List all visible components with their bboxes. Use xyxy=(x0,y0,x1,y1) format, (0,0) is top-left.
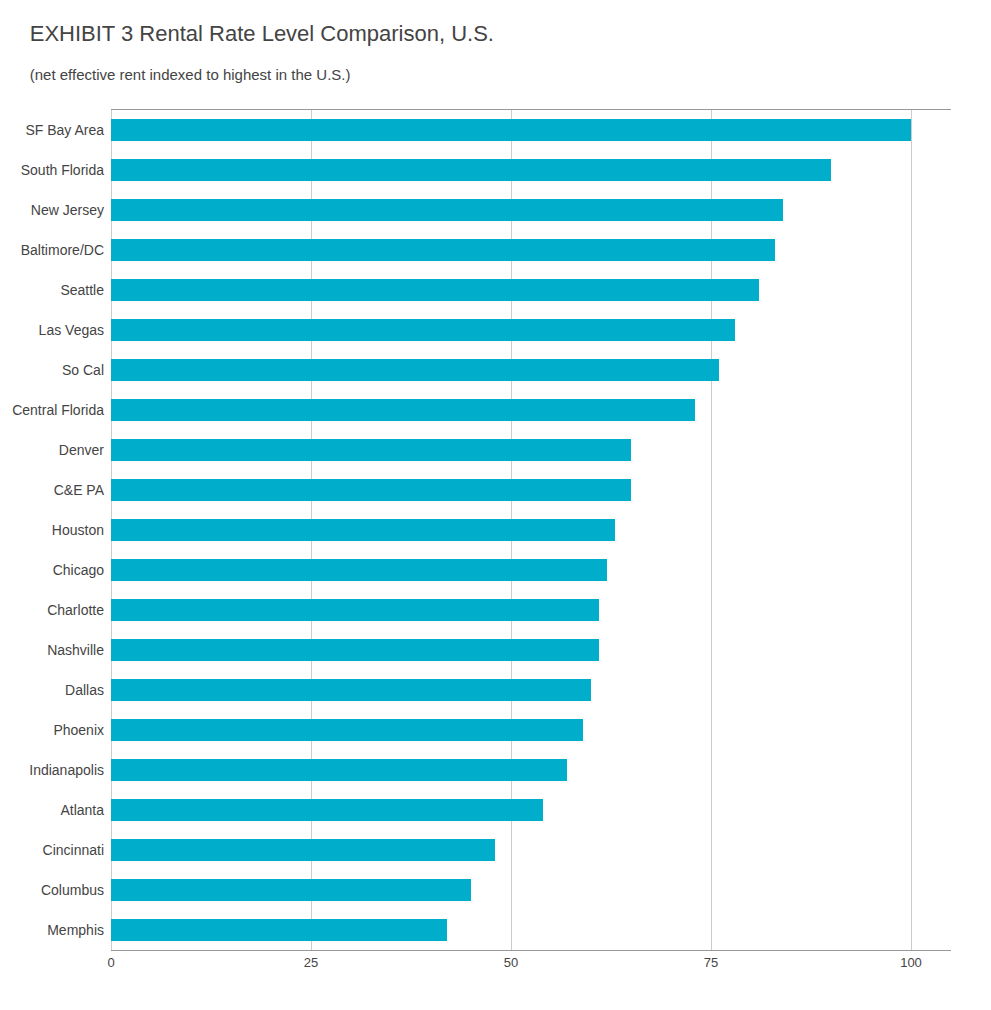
svg-text:50: 50 xyxy=(504,955,518,970)
svg-text:(net effective rent indexed to: (net effective rent indexed to highest i… xyxy=(30,66,351,83)
svg-text:Dallas: Dallas xyxy=(65,682,104,698)
svg-text:25: 25 xyxy=(304,955,318,970)
svg-text:C&E PA: C&E PA xyxy=(54,482,105,498)
svg-text:Nashville: Nashville xyxy=(47,642,104,658)
svg-text:Denver: Denver xyxy=(59,442,104,458)
svg-text:Las Vegas: Las Vegas xyxy=(39,322,104,338)
svg-text:Charlotte: Charlotte xyxy=(47,602,104,618)
svg-text:EXHIBIT 3 Rental Rate Level Co: EXHIBIT 3 Rental Rate Level Comparison, … xyxy=(30,21,494,46)
svg-text:Baltimore/DC: Baltimore/DC xyxy=(21,242,104,258)
svg-text:0: 0 xyxy=(107,955,114,970)
svg-text:South Florida: South Florida xyxy=(21,162,104,178)
svg-text:Indianapolis: Indianapolis xyxy=(29,762,104,778)
svg-text:Central Florida: Central Florida xyxy=(12,402,104,418)
svg-text:100: 100 xyxy=(900,955,922,970)
svg-text:Seattle: Seattle xyxy=(60,282,104,298)
svg-text:75: 75 xyxy=(704,955,718,970)
svg-text:Chicago: Chicago xyxy=(53,562,105,578)
svg-text:New Jersey: New Jersey xyxy=(31,202,104,218)
svg-text:SF Bay Area: SF Bay Area xyxy=(25,122,104,138)
svg-text:Atlanta: Atlanta xyxy=(60,802,104,818)
svg-text:Memphis: Memphis xyxy=(47,922,104,938)
svg-text:Cincinnati: Cincinnati xyxy=(43,842,104,858)
svg-text:Columbus: Columbus xyxy=(41,882,104,898)
svg-text:Houston: Houston xyxy=(52,522,104,538)
svg-text:So Cal: So Cal xyxy=(62,362,104,378)
svg-text:Phoenix: Phoenix xyxy=(53,722,104,738)
